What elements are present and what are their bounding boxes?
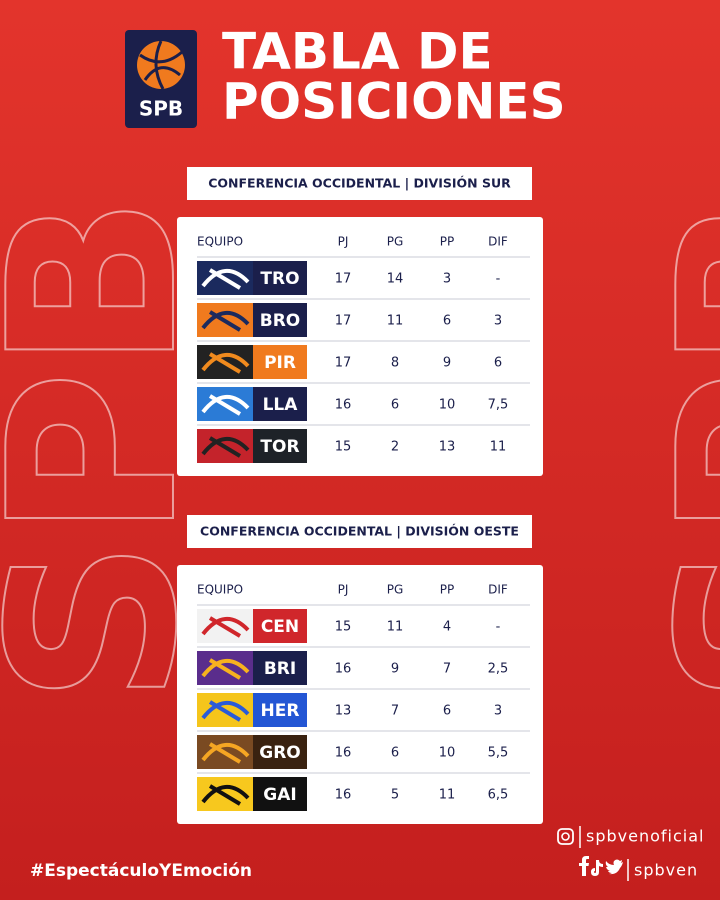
table-cell: 13 bbox=[335, 704, 352, 719]
instagram-icon bbox=[557, 828, 574, 845]
team-logo-mark bbox=[201, 268, 250, 290]
table-cell: 6 bbox=[391, 398, 399, 413]
table-cell: 3 bbox=[494, 704, 502, 719]
column-header: PG bbox=[387, 235, 404, 249]
team-logo-mark bbox=[201, 436, 250, 458]
logo-lines bbox=[139, 40, 183, 90]
team-logo-mark bbox=[201, 394, 250, 416]
team-abbr: LLA bbox=[263, 395, 299, 415]
team-abbr-box bbox=[253, 777, 307, 811]
table-cell: 6 bbox=[391, 746, 399, 761]
team-abbr: CEN bbox=[261, 617, 299, 637]
table-cell: - bbox=[496, 620, 501, 635]
team-abbr: TRO bbox=[260, 269, 299, 289]
title-line: TABLA DE bbox=[222, 23, 493, 81]
table-cell: 10 bbox=[439, 398, 456, 413]
table-cell: 15 bbox=[335, 440, 352, 455]
table-cell: 9 bbox=[443, 356, 451, 371]
table-cell: 16 bbox=[335, 788, 352, 803]
table-cell: 11 bbox=[387, 314, 404, 329]
team-logo-mark bbox=[201, 700, 250, 722]
table-cell: 2 bbox=[391, 440, 399, 455]
column-header: EQUIPO bbox=[197, 235, 243, 249]
column-header: PJ bbox=[338, 235, 349, 249]
title-line: POSICIONES bbox=[222, 73, 566, 131]
column-header: EQUIPO bbox=[197, 583, 243, 597]
tiktok-icon bbox=[591, 860, 603, 876]
column-header: PG bbox=[387, 583, 404, 597]
table-cell: 17 bbox=[335, 314, 352, 329]
team-abbr-box bbox=[253, 303, 307, 337]
table-cell: 15 bbox=[335, 620, 352, 635]
table-cell: 7 bbox=[443, 662, 451, 677]
team-abbr: BRO bbox=[260, 311, 301, 331]
column-header: PP bbox=[440, 235, 454, 249]
team-abbr-box bbox=[253, 735, 307, 769]
team-abbr: GAI bbox=[263, 785, 296, 805]
team-logo-mark bbox=[201, 742, 250, 764]
team-logo-mark bbox=[201, 658, 250, 680]
instagram-handle: spbvenoficial bbox=[586, 827, 704, 846]
logo-text: SPB bbox=[139, 97, 183, 121]
table-cell: 16 bbox=[335, 746, 352, 761]
table-cell: 11 bbox=[387, 620, 404, 635]
team-abbr: BRI bbox=[264, 659, 296, 679]
table-cell: 3 bbox=[494, 314, 502, 329]
table-cell: 9 bbox=[391, 662, 399, 677]
table-cell: 13 bbox=[439, 440, 456, 455]
table-cell: - bbox=[496, 272, 501, 287]
table-cell: 16 bbox=[335, 662, 352, 677]
table-cell: 7,5 bbox=[488, 398, 509, 413]
table-cell: 5,5 bbox=[488, 746, 509, 761]
facebook-icon bbox=[579, 856, 589, 876]
table-cell: 14 bbox=[387, 272, 404, 287]
section-heading-box bbox=[187, 515, 532, 548]
table-cell: 3 bbox=[443, 272, 451, 287]
team-abbr-box bbox=[253, 609, 307, 643]
team-abbr-box bbox=[253, 387, 307, 421]
table-cell: 11 bbox=[439, 788, 456, 803]
table-cell: 17 bbox=[335, 272, 352, 287]
handle: spbven bbox=[634, 861, 698, 880]
team-abbr: GRO bbox=[259, 743, 301, 763]
table-cell: 6,5 bbox=[488, 788, 509, 803]
team-logo-mark bbox=[201, 352, 250, 374]
table-cell: 7 bbox=[391, 704, 399, 719]
team-abbr: HER bbox=[261, 701, 300, 721]
team-abbr-box bbox=[253, 693, 307, 727]
hashtag: #EspectáculoYEmoción bbox=[30, 861, 252, 881]
column-header: PJ bbox=[338, 583, 349, 597]
table-cell: 6 bbox=[443, 704, 451, 719]
team-abbr-box bbox=[253, 429, 307, 463]
table-cell: 11 bbox=[490, 440, 507, 455]
section-heading: CONFERENCIA OCCIDENTAL | DIVISIÓN SUR bbox=[208, 176, 511, 191]
twitter-icon bbox=[605, 859, 623, 875]
section-heading-box bbox=[187, 167, 532, 200]
table-cell: 4 bbox=[443, 620, 451, 635]
instagram-icon-lens bbox=[561, 832, 570, 841]
team-logo-mark bbox=[201, 310, 250, 332]
table-cell: 16 bbox=[335, 398, 352, 413]
team-logo-mark bbox=[201, 616, 250, 638]
table-cell: 6 bbox=[443, 314, 451, 329]
team-abbr: TOR bbox=[260, 437, 299, 457]
table-cell: 17 bbox=[335, 356, 352, 371]
table-cell: 10 bbox=[439, 746, 456, 761]
table-cell: 8 bbox=[391, 356, 399, 371]
table-cell: 6 bbox=[494, 356, 502, 371]
watermark-right: SPB bbox=[631, 195, 720, 705]
team-abbr-box bbox=[253, 651, 307, 685]
table-cell: 2,5 bbox=[488, 662, 509, 677]
column-header: DIF bbox=[488, 583, 508, 597]
table-cell: 5 bbox=[391, 788, 399, 803]
team-abbr-box bbox=[253, 345, 307, 379]
column-header: PP bbox=[440, 583, 454, 597]
column-header: DIF bbox=[488, 235, 508, 249]
team-abbr: PIR bbox=[264, 353, 296, 373]
section-heading: CONFERENCIA OCCIDENTAL | DIVISIÓN OESTE bbox=[200, 524, 519, 539]
team-logo-mark bbox=[201, 784, 250, 806]
team-abbr-box bbox=[253, 261, 307, 295]
